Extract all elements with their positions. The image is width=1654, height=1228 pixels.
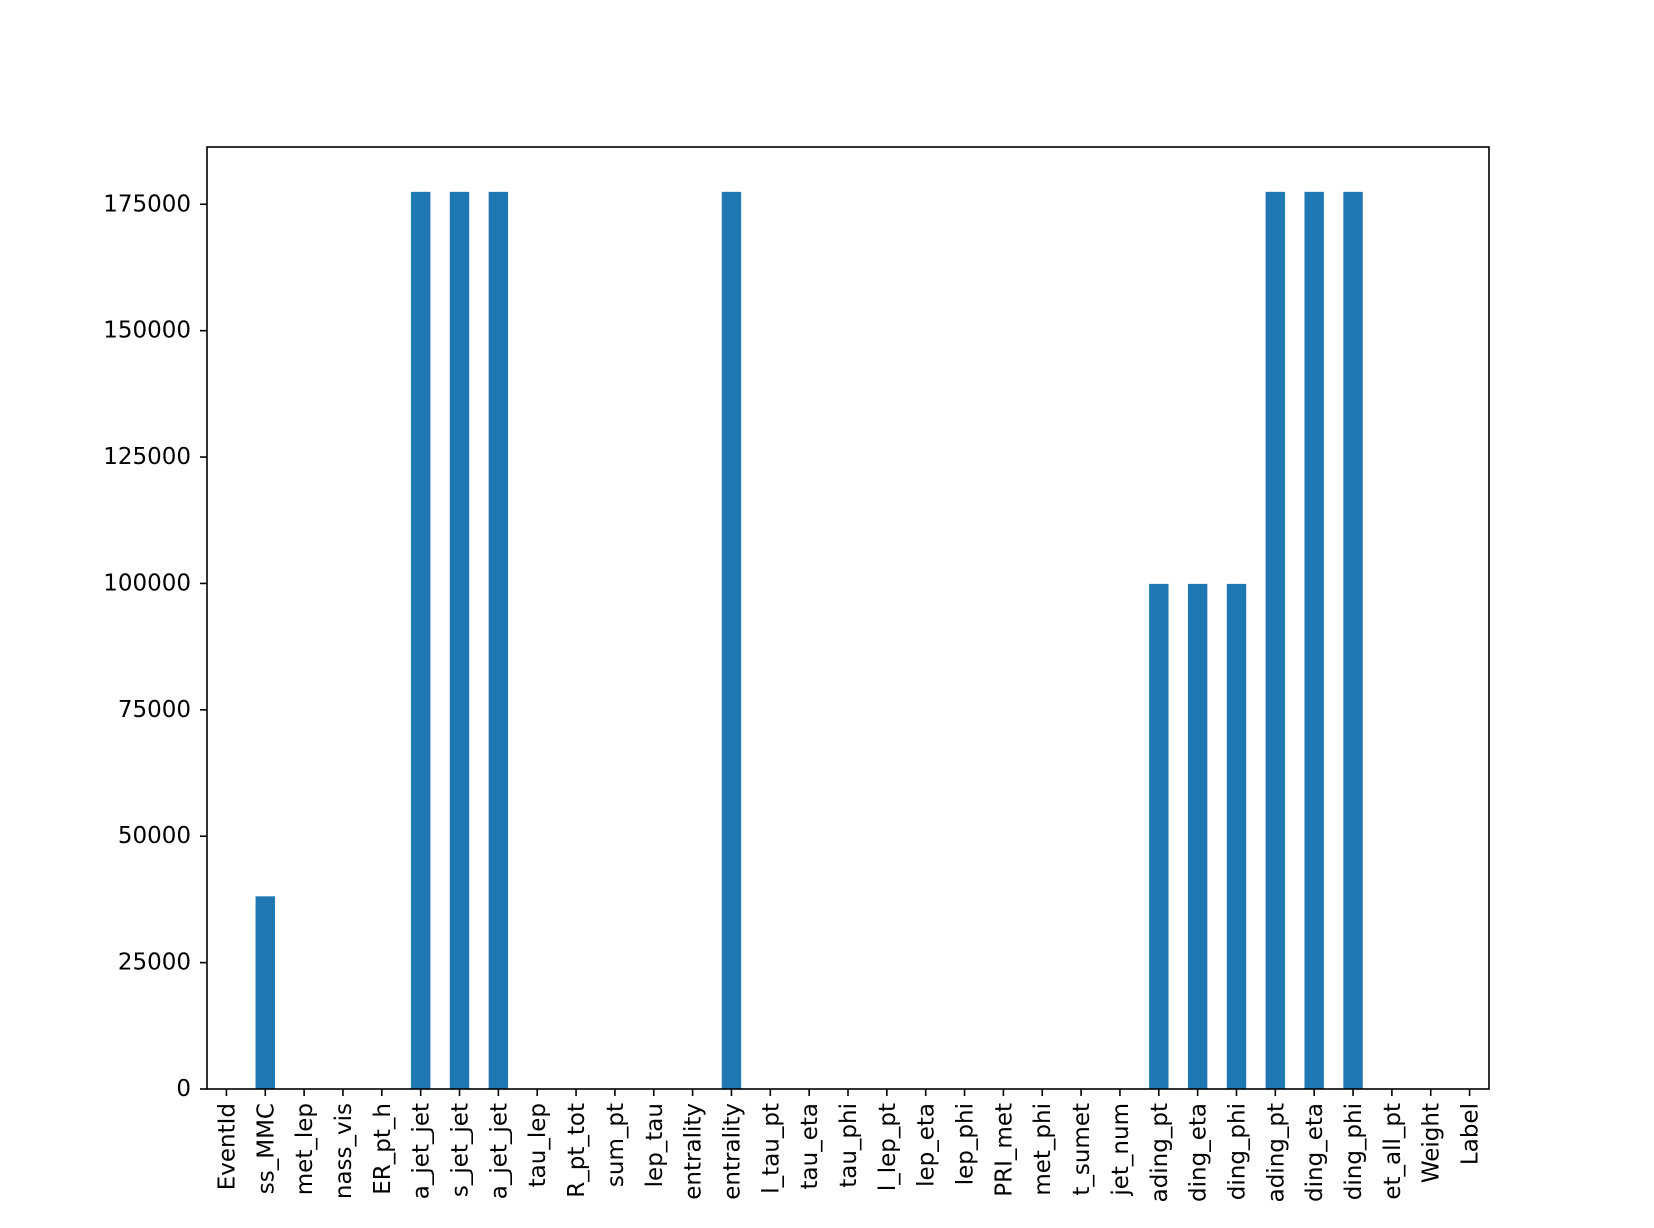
x-tick-label-4: ER_pt_h — [370, 1103, 396, 1195]
x-tick-label-30: et_all_pt — [1380, 1103, 1406, 1200]
bars-layer — [255, 191, 1363, 1089]
x-tick-label-31: Weight — [1419, 1103, 1445, 1183]
x-tick-label-9: R_pt_tot — [564, 1103, 590, 1198]
x-tick-label-13: entrality — [719, 1103, 745, 1200]
y-tick-label-2: 50000 — [118, 823, 191, 849]
y-tick-label-1: 25000 — [118, 950, 191, 976]
x-tick-label-1: ss_MMC — [253, 1103, 279, 1194]
bar-1 — [255, 896, 275, 1089]
bar-25 — [1187, 583, 1208, 1089]
bar-7 — [488, 191, 509, 1089]
x-tick-label-18: lep_eta — [914, 1103, 940, 1187]
x-tick-label-22: t_sumet — [1069, 1103, 1095, 1196]
bar-24 — [1149, 583, 1169, 1089]
bar-29 — [1343, 191, 1363, 1089]
x-tick-label-0: EventId — [214, 1103, 240, 1190]
y-tick-label-5: 125000 — [103, 444, 191, 470]
x-tick-label-27: ading_pt — [1263, 1103, 1289, 1202]
x-tick-label-20: PRI_met — [991, 1103, 1017, 1197]
y-axis: 0 25000 50000 75000 100000 125000 150000 175000 — [103, 191, 207, 1102]
x-tick-label-5: a_jet_jet — [409, 1103, 435, 1199]
x-tick-label-16: tau_phi — [836, 1103, 862, 1188]
bar-26 — [1226, 583, 1247, 1089]
plot-frame — [206, 146, 1490, 1090]
x-tick-label-26: ding_phi — [1224, 1103, 1250, 1200]
bar-5 — [410, 191, 431, 1089]
bar-13 — [721, 191, 742, 1089]
x-tick-label-6: s_jet_jet — [448, 1103, 474, 1197]
x-axis: EventId ss_MMC met_lep nass_vis ER_pt_h a_jet… — [214, 1089, 1484, 1202]
x-tick-label-3: nass_vis — [331, 1103, 357, 1199]
y-tick-label-0: 0 — [176, 1076, 191, 1102]
bar-6 — [449, 191, 470, 1089]
x-tick-label-32: Label — [1458, 1103, 1484, 1165]
bar-27 — [1265, 191, 1286, 1089]
x-tick-label-11: lep_tau — [642, 1103, 668, 1187]
x-tick-label-8: tau_lep — [525, 1103, 551, 1187]
x-tick-label-7: a_jet_jet — [486, 1103, 512, 1199]
x-tick-label-15: tau_eta — [797, 1103, 823, 1189]
x-tick-label-21: met_phi — [1030, 1103, 1056, 1196]
x-tick-label-24: ading_pt — [1147, 1103, 1173, 1202]
x-tick-label-12: entrality — [681, 1103, 707, 1200]
x-tick-label-25: ding_eta — [1186, 1103, 1212, 1202]
x-tick-label-2: met_lep — [292, 1103, 318, 1195]
x-tick-label-28: ding_eta — [1302, 1103, 1328, 1202]
y-tick-label-7: 175000 — [103, 191, 191, 217]
y-tick-label-6: 150000 — [103, 318, 191, 344]
y-tick-label-3: 75000 — [118, 697, 191, 723]
bar-28 — [1304, 191, 1324, 1089]
x-tick-label-19: lep_phi — [953, 1103, 979, 1185]
x-tick-label-14: l_tau_pt — [758, 1103, 784, 1194]
y-tick-label-4: 100000 — [103, 570, 191, 596]
x-tick-label-10: sum_pt — [603, 1103, 629, 1187]
x-tick-label-29: ding_phi — [1341, 1103, 1367, 1200]
x-tick-label-23: jet_num — [1108, 1103, 1134, 1197]
x-tick-label-17: l_lep_pt — [875, 1103, 901, 1191]
